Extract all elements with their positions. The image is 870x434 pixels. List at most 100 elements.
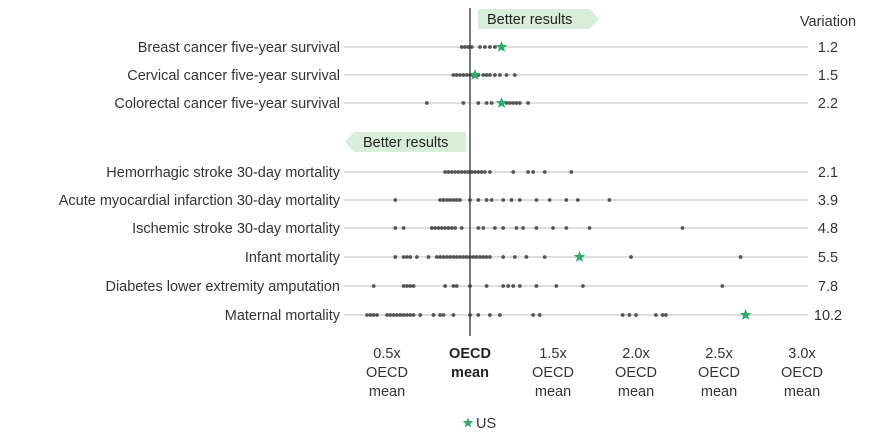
- data-point: [415, 255, 419, 259]
- x-tick-label: OECD: [532, 365, 574, 381]
- data-point: [405, 255, 409, 259]
- variation-header: Variation: [800, 14, 856, 30]
- data-point: [517, 101, 522, 105]
- data-point: [456, 170, 461, 174]
- data-point: [738, 255, 743, 259]
- data-point: [473, 170, 477, 174]
- data-point: [498, 73, 502, 77]
- data-point: [454, 284, 459, 288]
- data-point: [459, 170, 464, 174]
- data-point: [517, 198, 522, 202]
- row-label: Breast cancer five-year survival: [138, 40, 340, 56]
- data-point: [438, 255, 442, 259]
- data-point: [365, 313, 369, 317]
- data-point: [464, 255, 469, 259]
- us-star-marker: [469, 69, 481, 80]
- data-point: [654, 313, 658, 317]
- data-point: [451, 284, 456, 288]
- data-point: [509, 198, 514, 202]
- data-point: [451, 198, 456, 202]
- data-point: [391, 313, 396, 317]
- data-point: [476, 313, 481, 317]
- x-tick-label: OECD: [615, 365, 657, 381]
- data-point: [581, 284, 585, 288]
- data-point: [431, 313, 436, 317]
- variation-value: 4.8: [818, 221, 838, 237]
- data-point: [398, 313, 403, 317]
- data-point: [720, 284, 725, 288]
- chart-row: Breast cancer five-year survival 1.2: [138, 40, 838, 56]
- data-point: [484, 73, 489, 77]
- data-point: [489, 101, 494, 105]
- data-point: [458, 73, 462, 77]
- data-point: [526, 170, 530, 174]
- banner-shape-left: [345, 132, 466, 152]
- row-label: Infant mortality: [245, 250, 341, 266]
- data-point: [476, 198, 481, 202]
- data-point: [443, 170, 447, 174]
- data-point: [469, 45, 474, 49]
- data-point: [554, 284, 559, 288]
- data-point: [587, 226, 592, 230]
- x-tick: 2.5x OECD mean: [698, 346, 740, 400]
- data-point: [484, 198, 489, 202]
- data-point: [481, 73, 486, 77]
- x-tick: 3.0x OECD mean: [781, 346, 823, 400]
- data-point: [488, 45, 492, 49]
- data-point: [454, 198, 459, 202]
- data-point: [441, 313, 446, 317]
- x-tick-label: mean: [369, 384, 405, 400]
- x-tick-label: 1.5x: [539, 346, 567, 362]
- x-tick-label: 0.5x: [373, 346, 401, 362]
- banners-layer: Better results Better results: [345, 9, 599, 152]
- data-point: [393, 226, 398, 230]
- data-point: [534, 226, 539, 230]
- variation-value: 1.2: [818, 40, 838, 56]
- data-point: [498, 313, 502, 317]
- variation-value: 3.9: [818, 193, 838, 209]
- data-point: [429, 226, 434, 230]
- data-point: [368, 313, 373, 317]
- data-point: [501, 226, 506, 230]
- data-point: [405, 284, 409, 288]
- data-point: [426, 255, 431, 259]
- data-point: [375, 313, 379, 317]
- data-point: [660, 313, 665, 317]
- data-point: [483, 45, 487, 49]
- variation-value: 7.8: [818, 279, 838, 295]
- data-point: [493, 73, 497, 77]
- data-point: [405, 313, 409, 317]
- data-point: [484, 284, 489, 288]
- x-tick-label: OECD: [698, 365, 740, 381]
- data-point: [443, 226, 447, 230]
- row-label: Colorectal cancer five-year survival: [114, 96, 340, 112]
- data-point: [531, 313, 535, 317]
- data-point: [411, 284, 416, 288]
- x-tick-label: 2.5x: [705, 346, 733, 362]
- chart-row: Diabetes lower extremity amputation 7.8: [105, 279, 838, 295]
- data-point: [449, 170, 454, 174]
- data-point: [439, 226, 444, 230]
- data-point: [569, 170, 574, 174]
- data-point: [511, 284, 516, 288]
- data-point: [385, 313, 389, 317]
- data-point: [534, 284, 539, 288]
- data-point: [514, 101, 519, 105]
- banner-shape-right: [478, 9, 599, 29]
- data-point: [504, 73, 509, 77]
- data-point: [521, 226, 525, 230]
- rows-layer: Breast cancer five-year survival 1.2 Cervi…: [59, 40, 842, 324]
- us-star-marker: [495, 41, 508, 52]
- data-point: [459, 226, 464, 230]
- data-point: [446, 170, 451, 174]
- data-point: [466, 170, 471, 174]
- data-point: [395, 313, 399, 317]
- us-star-marker: [739, 309, 752, 320]
- x-tick-label: mean: [618, 384, 654, 400]
- data-point: [401, 255, 406, 259]
- better-results-banner-left: Better results: [345, 132, 466, 152]
- data-point: [537, 313, 542, 317]
- data-point: [629, 255, 633, 259]
- data-point: [534, 198, 539, 202]
